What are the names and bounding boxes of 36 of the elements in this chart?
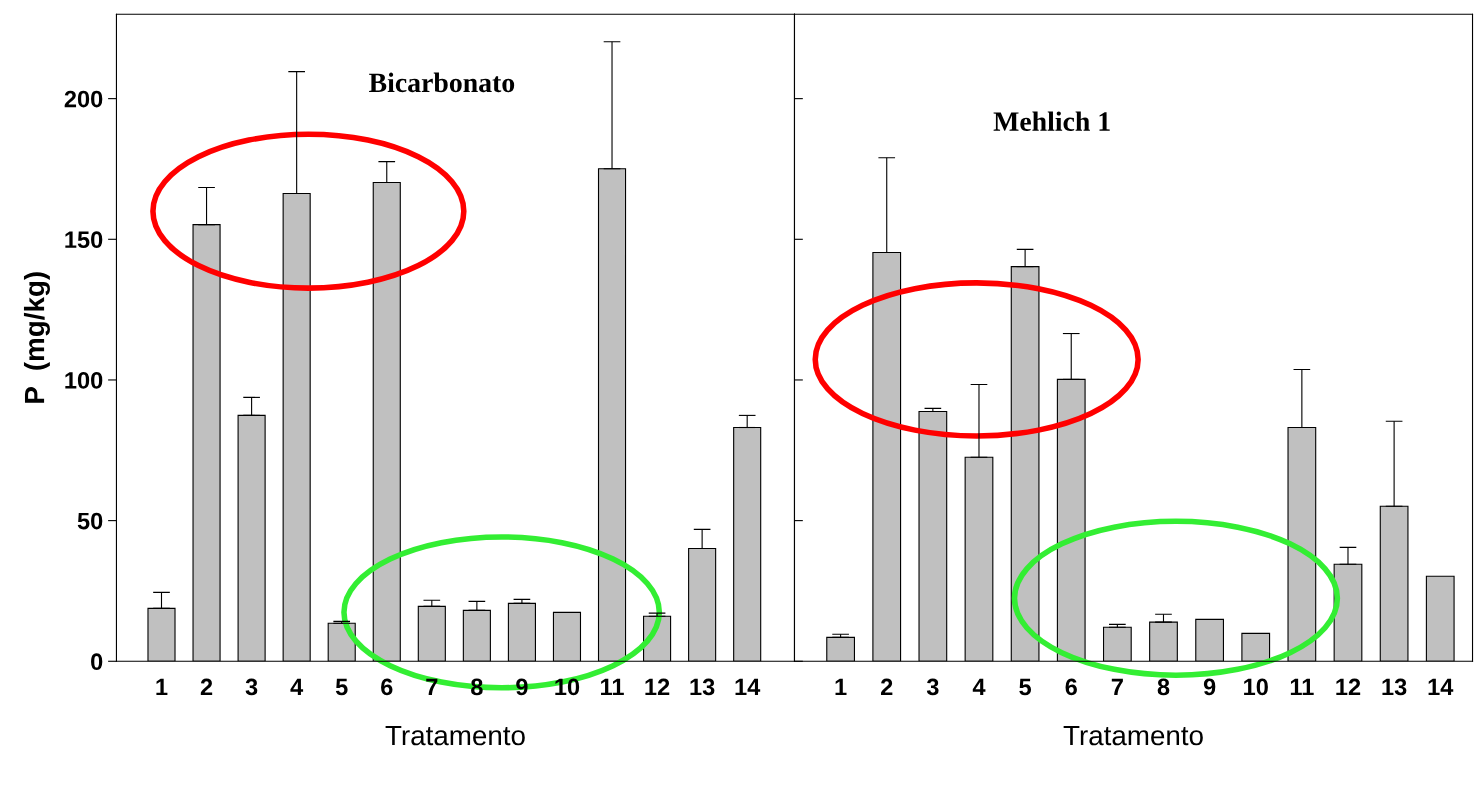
x-axis-title: Tratamento [1063, 725, 1203, 746]
x-tick-label: 10 [1244, 678, 1268, 696]
x-tick-label: 9 [1203, 678, 1216, 696]
x-tick-label: 6 [381, 678, 393, 696]
x-tick-label: 5 [335, 678, 348, 696]
x-tick-label: 14 [735, 678, 761, 696]
y-tick-label: 0 [91, 653, 103, 671]
x-tick-label: 2 [880, 678, 893, 696]
x-tick-label: 1 [835, 678, 847, 696]
x-tick-label: 13 [690, 678, 715, 696]
text: Mehlich 1 [993, 111, 1110, 131]
x-axis-title: Tratamento [385, 725, 525, 746]
x-tick-label: 13 [1382, 678, 1407, 696]
x-tick-label: 10 [555, 678, 580, 696]
x-tick-label: 4 [972, 678, 986, 696]
x-tick-label: 2 [200, 678, 213, 696]
x-tick-label: 12 [645, 678, 670, 696]
x-tick-label: 12 [1336, 678, 1361, 696]
y-axis-title: P (mg/kg) [23, 272, 50, 403]
y-tick-label: 150 [65, 231, 103, 249]
y-tick-label: 50 [77, 512, 103, 530]
x-tick-label: 6 [1065, 678, 1077, 696]
x-tick-label: 14 [1428, 678, 1454, 696]
x-tick-label: 7 [1111, 678, 1123, 696]
text: Bicarbonato [369, 72, 515, 93]
x-tick-label: 8 [1157, 678, 1170, 696]
x-tick-label: 1 [156, 678, 168, 696]
x-tick-label: 5 [1019, 678, 1032, 696]
x-tick-label: 4 [290, 678, 304, 696]
x-tick-label: 11 [601, 678, 624, 696]
y-tick-label: 200 [64, 90, 103, 108]
x-tick-label: 7 [426, 678, 438, 696]
x-tick-label: 3 [245, 678, 258, 696]
x-tick-label: 11 [1290, 678, 1314, 696]
y-tick-label: 100 [65, 372, 103, 389]
x-tick-label: 3 [926, 678, 939, 696]
